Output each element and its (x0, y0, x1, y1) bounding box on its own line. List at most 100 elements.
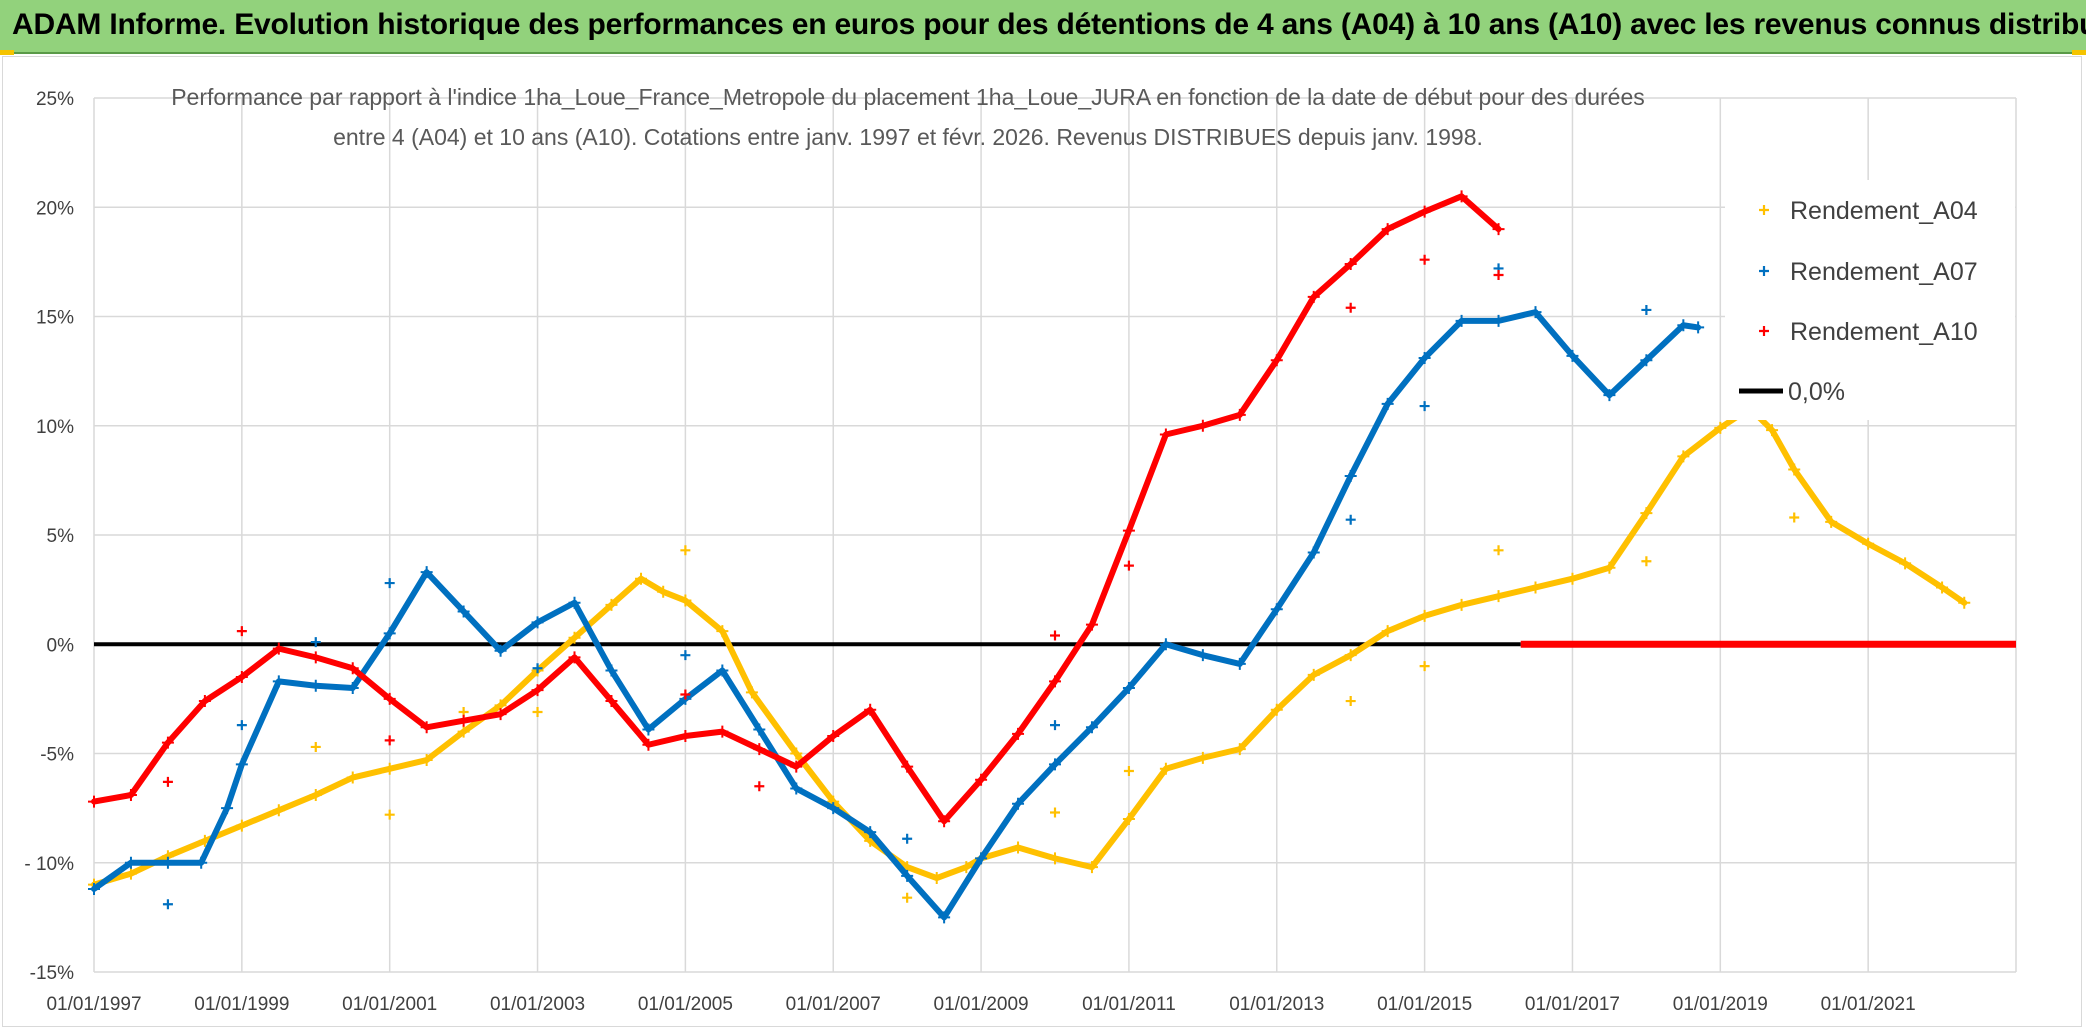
y-tick-label: 0% (47, 635, 75, 656)
legend-label-A07: Rendement_A07 (1790, 258, 1978, 286)
outlier-point-A04 (1493, 545, 1504, 556)
outlier-point-A04 (532, 706, 543, 717)
data-point-A04 (679, 594, 692, 607)
outlier-point-A10 (1123, 560, 1134, 571)
data-series (88, 190, 2016, 924)
y-axis-ticks: 25% 20% 15% 10% 5% 0% -5% - 10% -15% (24, 89, 74, 984)
data-point-A10 (1455, 190, 1468, 203)
x-tick-label: 01/01/2013 (1229, 994, 1324, 1015)
data-point-A04 (1012, 841, 1025, 854)
data-point-A04 (635, 572, 648, 585)
data-point-A10 (753, 743, 766, 756)
header-banner: ADAM Informe. Evolution historique des p… (0, 0, 2086, 54)
y-tick-label: -5% (40, 745, 74, 766)
data-point-A10 (383, 692, 396, 705)
x-tick-label: 01/01/2019 (1673, 994, 1768, 1015)
chart-frame (2, 56, 2082, 1027)
data-point-A04 (383, 762, 396, 775)
data-point-A04 (1936, 581, 1949, 594)
y-tick-label: 20% (36, 198, 74, 219)
data-point-A04 (745, 686, 758, 699)
data-point-A10 (975, 773, 988, 786)
outlier-point-A04 (1050, 807, 1060, 818)
x-tick-label: 01/01/2015 (1377, 994, 1472, 1015)
data-point-A04 (1677, 450, 1690, 463)
data-point-A10 (198, 695, 211, 708)
legend-background (1725, 180, 2015, 420)
data-point-A07 (1529, 306, 1542, 319)
data-point-A04 (960, 861, 973, 874)
data-point-A10 (642, 738, 655, 751)
data-point-A07 (383, 627, 396, 640)
data-point-A04 (1233, 743, 1246, 756)
legend-marker-A04 (1759, 205, 1769, 215)
x-tick-label: 01/01/2009 (934, 994, 1029, 1015)
data-point-A04 (1899, 557, 1912, 570)
data-point-A07 (642, 723, 655, 736)
data-point-A07 (1603, 389, 1616, 402)
data-point-A07 (1640, 354, 1653, 367)
data-point-A04 (420, 754, 433, 767)
outlier-point-A04 (310, 741, 321, 752)
series-line-A07 (91, 309, 1702, 921)
data-point-A07 (605, 664, 618, 677)
outlier-point-A04 (384, 809, 395, 820)
data-point-A10 (1196, 419, 1209, 432)
series-A10 (88, 190, 2016, 828)
data-point-A10 (938, 815, 951, 828)
data-point-A07 (1196, 649, 1209, 662)
data-point-A10 (1085, 618, 1098, 631)
data-point-A04 (605, 598, 618, 611)
outlier-point-A07 (532, 663, 543, 674)
data-point-A10 (420, 721, 433, 734)
data-point-A04 (1159, 762, 1172, 775)
legend-marker-A10 (1759, 326, 1769, 336)
outlier-point-A07 (1641, 304, 1652, 315)
corner-accent-right (2072, 50, 2086, 55)
x-tick-label: 01/01/2001 (342, 994, 437, 1015)
data-point-A07 (1270, 603, 1283, 616)
data-point-A10 (901, 760, 914, 773)
data-point-A07 (272, 675, 285, 688)
data-point-A07 (531, 616, 544, 629)
outlier-point-A07 (236, 720, 247, 731)
data-point-A10 (1307, 290, 1320, 303)
data-point-A07 (568, 596, 581, 609)
data-point-A04 (1603, 561, 1616, 574)
data-point-A04 (124, 867, 137, 880)
data-point-A10 (605, 695, 618, 708)
data-point-A10 (457, 714, 470, 727)
data-point-A07 (1012, 797, 1025, 810)
chart-legend: Rendement_A04 Rendement_A07 Rendement_A10 0… (1725, 180, 2015, 420)
y-tick-label: 25% (36, 89, 74, 110)
data-point-A07 (1381, 397, 1394, 410)
outlier-point-A04 (680, 545, 691, 556)
data-point-A10 (531, 684, 544, 697)
data-point-A10 (1159, 428, 1172, 441)
outlier-point-A10 (162, 776, 173, 787)
data-point-A10 (309, 651, 322, 664)
series-A07 (88, 263, 1705, 924)
data-point-A10 (346, 662, 359, 675)
x-tick-label: 01/01/2011 (1082, 994, 1176, 1015)
data-point-A07 (195, 856, 208, 869)
data-point-A10 (161, 736, 174, 749)
data-point-A10 (1381, 223, 1394, 236)
outlier-point-A10 (680, 689, 691, 700)
data-point-A04 (790, 747, 803, 760)
banner-title: ADAM Informe. Evolution historique des p… (12, 8, 2086, 41)
data-point-A10 (568, 651, 581, 664)
data-point-A04 (1566, 572, 1579, 585)
data-point-A10 (1122, 524, 1135, 537)
data-point-A10 (790, 760, 803, 773)
data-point-A10 (1270, 354, 1283, 367)
outlier-point-A07 (310, 637, 321, 648)
data-point-A04 (1714, 421, 1727, 434)
outlier-point-A04 (1345, 696, 1356, 707)
data-point-A04 (1307, 668, 1320, 681)
data-point-A07 (346, 681, 359, 694)
data-point-A10 (1344, 258, 1357, 271)
outlier-point-A04 (1641, 556, 1652, 567)
data-point-A10 (272, 642, 285, 655)
